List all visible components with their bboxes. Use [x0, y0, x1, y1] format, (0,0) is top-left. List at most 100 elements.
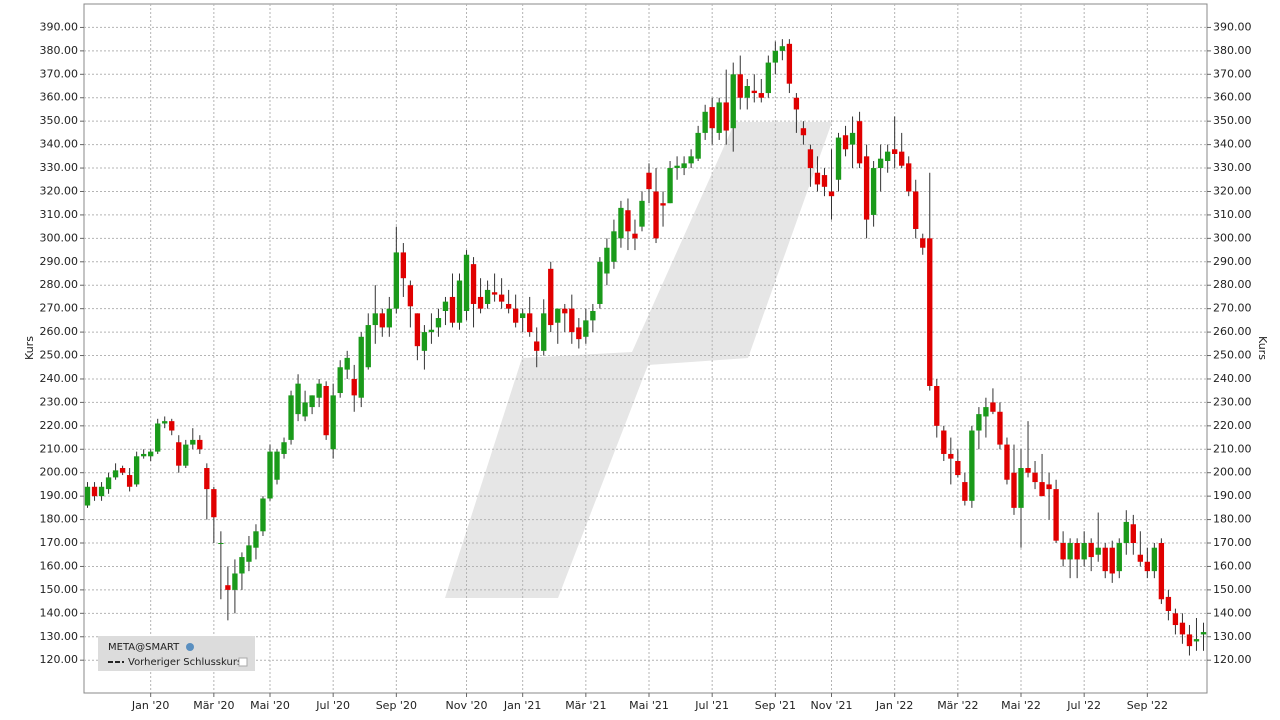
candle-body	[737, 74, 743, 98]
x-tick-label: Sep '20	[376, 699, 417, 712]
candle-body	[849, 132, 856, 145]
candle-body	[428, 329, 435, 333]
candle-body	[302, 402, 308, 417]
candle-body	[870, 168, 877, 215]
candle-body	[323, 385, 329, 436]
candle-body	[1193, 639, 1200, 642]
y-tick-label: 120.00	[40, 653, 79, 666]
candle-body	[863, 156, 870, 220]
candle-body	[597, 261, 603, 304]
y-tick-label: 170.00	[40, 536, 79, 549]
candle-body	[1081, 543, 1087, 560]
y2-tick-label: 250.00	[1213, 349, 1252, 362]
candle-body	[105, 477, 112, 490]
candle-body	[218, 543, 224, 545]
candle-body	[91, 486, 98, 497]
candle-body	[555, 308, 561, 323]
candle-body	[176, 442, 182, 466]
candle-body	[337, 367, 343, 394]
candle-body	[505, 303, 512, 309]
candle-body	[618, 207, 624, 239]
candle-body	[225, 585, 231, 590]
candle-body	[821, 175, 828, 187]
candle-body	[688, 156, 694, 164]
candle-body	[906, 163, 912, 192]
x-tick-label: Jul '20	[315, 699, 350, 712]
candle-body	[204, 468, 210, 490]
candle-body	[442, 301, 449, 312]
candle-body	[512, 308, 519, 323]
y2-tick-label: 230.00	[1213, 395, 1252, 408]
candle-body	[941, 430, 947, 454]
candle-body	[491, 292, 498, 295]
candle-body	[169, 421, 175, 431]
y-tick-label: 190.00	[40, 489, 79, 502]
candle-body	[155, 423, 161, 452]
candle-body	[709, 107, 715, 129]
y2-tick-label: 260.00	[1213, 325, 1252, 338]
candle-body	[583, 320, 589, 337]
candle-body	[449, 296, 456, 323]
candle-body	[162, 421, 168, 424]
candle-body	[1151, 547, 1158, 572]
x-tick-label: Mai '22	[1001, 699, 1041, 712]
y-tick-label: 250.00	[40, 349, 79, 362]
candle-body	[1018, 468, 1024, 508]
candle-body	[695, 132, 701, 159]
y2-tick-label: 240.00	[1213, 372, 1252, 385]
grid	[80, 4, 1211, 697]
candle-body	[730, 74, 736, 129]
candle-body	[969, 430, 975, 501]
candle-body	[1137, 554, 1143, 562]
y2-tick-label: 120.00	[1213, 653, 1252, 666]
candle-body	[534, 341, 540, 351]
y2-tick-label: 180.00	[1213, 513, 1252, 526]
candle-body	[260, 498, 266, 532]
y-tick-label: 220.00	[40, 419, 79, 432]
candle-body	[498, 294, 505, 302]
candle-body	[372, 313, 378, 326]
y2-tick-label: 140.00	[1213, 606, 1252, 619]
y-tick-label: 330.00	[40, 161, 79, 174]
candle-body	[190, 439, 196, 445]
candle-body	[948, 453, 954, 459]
y-tick-label: 230.00	[40, 395, 79, 408]
y-tick-label: 350.00	[40, 114, 79, 127]
candle-body	[962, 482, 968, 501]
candle-body	[1179, 622, 1186, 635]
candle-body	[1025, 468, 1031, 473]
candle-body	[1053, 489, 1059, 541]
candle-body	[1158, 543, 1165, 600]
candle-body	[414, 313, 421, 347]
legend-checkbox[interactable]	[238, 657, 248, 667]
candle-body	[660, 203, 666, 206]
candle-body	[667, 168, 673, 204]
y-tick-label: 310.00	[40, 208, 79, 221]
candle-body	[309, 395, 315, 408]
x-tick-label: Sep '22	[1127, 699, 1168, 712]
candle-body	[211, 489, 217, 518]
y-tick-label: 280.00	[40, 278, 79, 291]
candle-body	[386, 308, 392, 328]
candle-body	[274, 451, 280, 480]
candle-body	[632, 233, 638, 239]
legend-icon	[186, 643, 194, 651]
candle-body	[288, 395, 294, 440]
legend: META@SMART Vorheriger Schlusskurs	[98, 636, 255, 671]
candle-body	[1004, 444, 1010, 480]
candle-body	[856, 121, 863, 164]
candle-body	[400, 252, 407, 279]
legend-label: META@SMART	[108, 642, 180, 653]
y2-tick-label: 330.00	[1213, 161, 1252, 174]
candle-body	[470, 264, 477, 304]
candle-body	[1060, 543, 1066, 560]
candle-body	[1088, 543, 1094, 558]
candle-body	[828, 191, 835, 197]
candle-body	[232, 573, 238, 590]
y2-axis-label: Kurs	[1256, 336, 1269, 360]
candle-body	[358, 336, 364, 398]
candle-body	[344, 357, 350, 370]
candle-body	[758, 93, 764, 98]
candle-body	[625, 210, 631, 232]
candle-body	[1116, 543, 1122, 572]
